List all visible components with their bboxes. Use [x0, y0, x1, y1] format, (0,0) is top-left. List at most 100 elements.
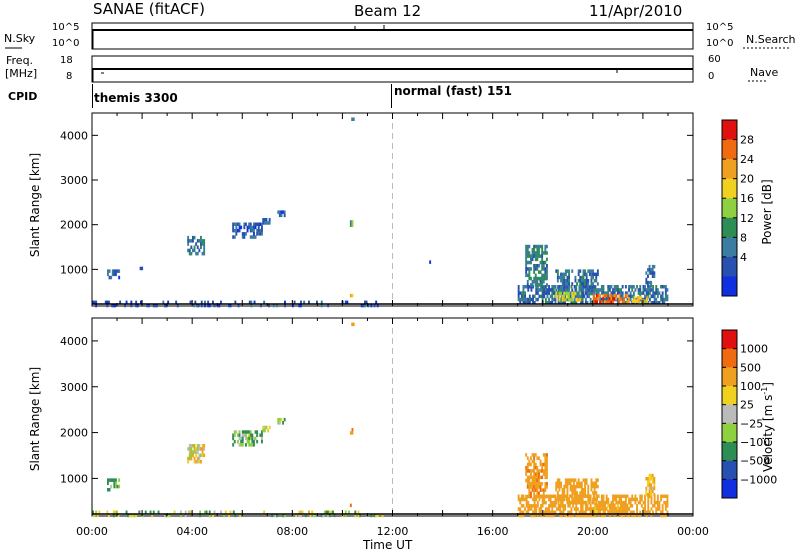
data-cell	[597, 504, 600, 508]
data-cell	[618, 291, 621, 295]
data-cell	[571, 288, 574, 293]
data-cell	[633, 296, 636, 300]
data-cell	[597, 500, 600, 505]
data-cell	[626, 291, 629, 295]
data-cell	[344, 513, 347, 518]
data-cell	[354, 513, 357, 518]
colorbar-frame	[721, 119, 738, 297]
data-cell	[566, 488, 569, 492]
data-cell	[300, 510, 302, 514]
data-cell	[626, 494, 629, 498]
data-cell	[626, 510, 629, 514]
data-cell	[522, 288, 525, 292]
data-cell	[585, 279, 588, 283]
data-cell	[216, 303, 219, 308]
data-cell	[563, 291, 566, 296]
data-cell	[552, 285, 555, 289]
data-cell	[582, 272, 585, 277]
data-cell	[104, 300, 107, 305]
data-cell	[600, 285, 603, 289]
data-cell	[544, 251, 547, 255]
data-cell	[561, 488, 564, 492]
data-cell	[664, 504, 667, 508]
data-cell	[233, 439, 236, 444]
data-cell	[531, 254, 534, 258]
data-cell	[204, 303, 206, 308]
data-cell	[138, 510, 141, 514]
data-cell	[596, 269, 599, 273]
data-cell	[580, 488, 583, 492]
data-cell	[541, 297, 544, 302]
data-cell	[623, 500, 626, 505]
data-cell	[309, 513, 312, 518]
data-cell	[628, 500, 630, 505]
data-cell	[602, 507, 605, 511]
data-cell	[541, 273, 544, 278]
data-cell	[528, 494, 531, 499]
data-cell	[201, 444, 204, 448]
data-cell	[538, 244, 540, 249]
data-cell	[580, 494, 583, 498]
x-tick-label: 00:00	[76, 525, 108, 538]
colorbar-tick-label: 24	[740, 153, 754, 166]
data-cell	[92, 510, 94, 514]
data-cell	[278, 213, 281, 218]
data-cell	[551, 510, 554, 514]
data-cell	[637, 291, 640, 295]
x-tick-label: 20:00	[577, 525, 609, 538]
data-cell	[208, 513, 211, 518]
data-cell	[246, 225, 249, 230]
data-cell	[637, 513, 640, 518]
data-cell	[551, 291, 554, 295]
data-cell	[526, 462, 529, 467]
data-cell	[544, 244, 547, 249]
data-cell	[533, 469, 536, 473]
data-cell	[571, 298, 574, 302]
data-cell	[558, 481, 561, 486]
data-cell	[629, 294, 632, 299]
data-cell	[127, 513, 130, 518]
data-cell	[528, 254, 531, 258]
data-cell	[628, 285, 630, 289]
data-cell	[590, 275, 593, 280]
data-cell	[664, 288, 667, 292]
data-cell	[133, 513, 136, 518]
data-cell	[530, 507, 533, 511]
data-cell	[626, 513, 629, 518]
data-cell	[542, 469, 545, 473]
data-cell	[193, 444, 196, 448]
data-cell	[647, 500, 650, 505]
data-cell	[656, 288, 659, 292]
data-cell	[647, 280, 649, 285]
data-cell	[533, 497, 536, 502]
data-cell	[304, 513, 307, 518]
data-cell	[534, 478, 537, 483]
data-cell	[232, 443, 235, 447]
data-cell	[613, 506, 616, 511]
data-cell	[534, 251, 537, 255]
data-cell	[548, 507, 550, 511]
data-cell	[532, 297, 534, 302]
data-cell	[632, 299, 634, 303]
data-cell	[203, 248, 206, 253]
data-cell	[596, 506, 598, 511]
data-cell	[203, 453, 206, 458]
data-cell	[189, 510, 192, 514]
data-cell	[528, 462, 531, 467]
data-cell	[249, 228, 252, 233]
data-cell	[546, 485, 548, 489]
data-cell	[580, 500, 583, 505]
data-cell	[588, 272, 591, 277]
data-cell	[106, 303, 109, 308]
data-cell	[198, 460, 201, 464]
data-cell	[636, 504, 638, 508]
data-cell	[648, 510, 651, 514]
data-cell	[208, 303, 211, 308]
data-cell	[257, 225, 260, 230]
data-cell	[620, 294, 622, 299]
data-cell	[653, 497, 656, 502]
data-cell	[535, 507, 538, 511]
data-cell	[532, 294, 534, 299]
data-cell	[644, 285, 646, 289]
data-cell	[564, 279, 567, 283]
